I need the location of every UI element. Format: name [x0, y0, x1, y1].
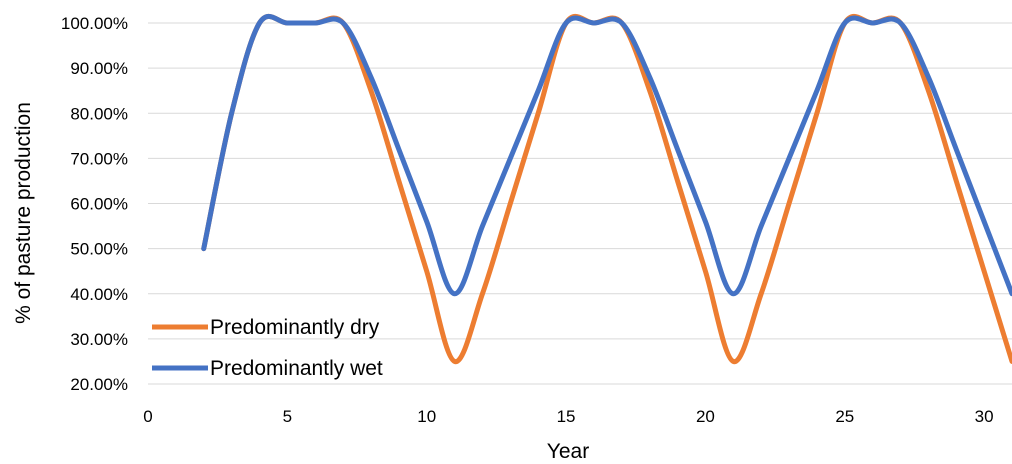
- y-tick-label: 70.00%: [70, 149, 128, 168]
- series-lines: [201, 13, 1012, 364]
- legend: Predominantly dry Predominantly wet: [152, 316, 383, 380]
- series-line-wet: [201, 13, 1012, 297]
- x-tick-label: 30: [975, 407, 994, 426]
- gridlines: [148, 22, 1012, 385]
- legend-label: Predominantly dry: [210, 316, 380, 339]
- y-tick-label: 20.00%: [70, 375, 128, 394]
- legend-label: Predominantly wet: [210, 357, 383, 380]
- x-tick-label: 25: [835, 407, 854, 426]
- x-tick-label: 5: [283, 407, 292, 426]
- y-tick-label: 50.00%: [70, 240, 128, 259]
- x-axis-ticks: 0 5 10 15 20 25 30: [143, 407, 993, 426]
- y-axis-title: % of pasture production: [12, 102, 35, 324]
- y-tick-label: 60.00%: [70, 195, 128, 214]
- x-axis-title: Year: [547, 440, 589, 463]
- y-axis-ticks: 20.00% 30.00% 40.00% 50.00% 60.00% 70.00% 80.0…: [61, 14, 128, 394]
- x-tick-label: 10: [417, 407, 436, 426]
- x-tick-label: 0: [143, 407, 152, 426]
- y-tick-label: 80.00%: [70, 104, 128, 123]
- y-tick-label: 30.00%: [70, 330, 128, 349]
- x-tick-label: 20: [696, 407, 715, 426]
- x-tick-label: 15: [557, 407, 576, 426]
- y-tick-label: 40.00%: [70, 285, 128, 304]
- y-tick-label: 90.00%: [70, 59, 128, 78]
- y-tick-label: 100.00%: [61, 14, 128, 33]
